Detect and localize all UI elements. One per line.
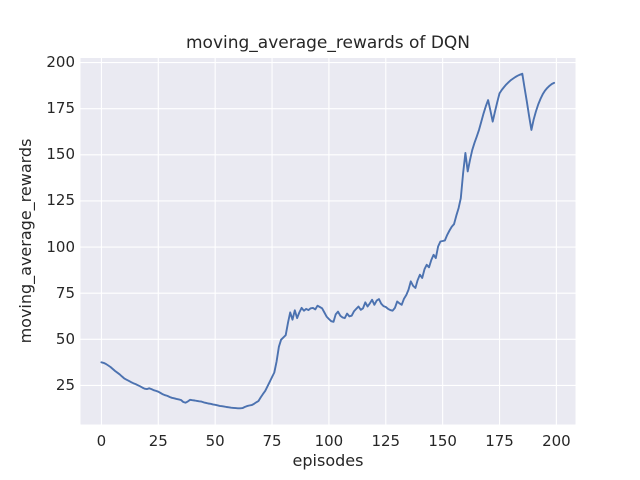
x-axis-label: episodes [292,451,364,470]
plot-area [80,58,576,425]
y-tick-label: 50 [55,329,75,348]
grid-lines [80,58,576,425]
y-tick-label: 100 [46,237,75,256]
y-tick-label: 175 [46,99,75,118]
x-tick-label: 175 [485,432,514,450]
x-tick-label: 150 [428,432,457,450]
x-tick-label: 200 [542,432,571,450]
y-tick-label: 25 [55,375,75,394]
x-tick-label: 25 [148,432,168,450]
x-tick-label: 125 [371,432,401,450]
x-tick-label: 100 [314,432,344,450]
series-line-dqn [100,72,556,410]
y-tick-label: 125 [46,191,75,210]
y-tick-label: 150 [46,145,75,164]
y-tick-label: 200 [46,53,75,72]
x-tick-label: 50 [205,432,225,450]
y-tick-label: 75 [55,283,75,302]
x-tick-label: 75 [262,432,282,450]
chart-title: moving_average_rewards of DQN [185,33,471,53]
x-tick-label: 0 [96,432,107,450]
